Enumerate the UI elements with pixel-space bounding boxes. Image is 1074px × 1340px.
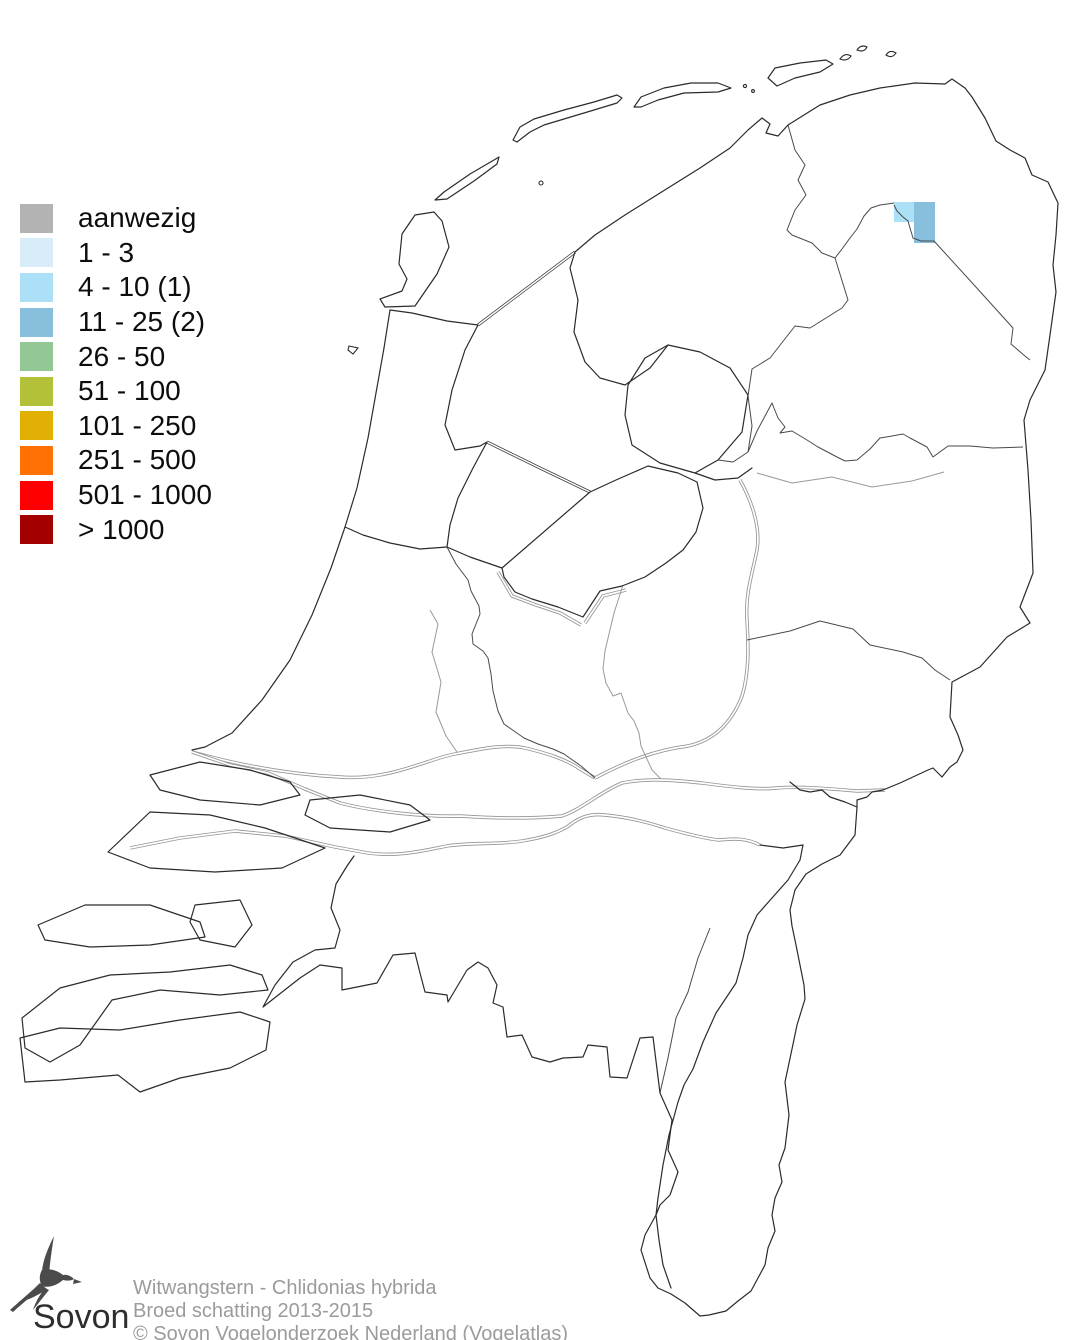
legend-item: 101 - 250 <box>20 409 212 444</box>
flevoland <box>501 465 704 618</box>
map-captions: Witwangstern - Chlidonias hybrida Broed … <box>133 1277 568 1340</box>
border-noordholland-utrecht <box>446 546 469 581</box>
border-groningen-drenthe-east <box>933 240 1031 361</box>
island-voorne-putten <box>149 761 301 806</box>
legend-label: 51 - 100 <box>78 375 181 407</box>
border-zuidholland-utrecht <box>429 609 458 753</box>
border-drenthe-overijssel <box>747 402 1024 462</box>
island-terschelling <box>512 94 623 143</box>
legend-color-swatch <box>20 272 53 302</box>
legend-item: 4 - 10 (1) <box>20 270 212 305</box>
border-utrecht-gelderland <box>467 579 596 779</box>
legend-color-swatch <box>20 203 53 233</box>
legend-label: 251 - 500 <box>78 444 197 476</box>
dikes <box>476 250 592 494</box>
island-schouwen-duiveland <box>37 904 206 948</box>
legend-item: aanwezig <box>20 201 212 236</box>
legend-item: 26 - 50 <box>20 339 212 374</box>
border-limburg-belgium-brabant <box>262 806 858 1317</box>
islet-rottum-1 <box>839 53 852 61</box>
island-tholen <box>189 899 253 948</box>
rivers <box>128 478 887 857</box>
border-friesland-drenthe <box>747 257 849 453</box>
legend-label: 501 - 1000 <box>78 479 212 511</box>
legend-item: > 1000 <box>20 512 212 547</box>
coastlines <box>191 78 1059 1317</box>
observation-square <box>914 222 935 243</box>
island-vlieland <box>434 156 500 201</box>
legend-item: 251 - 500 <box>20 443 212 478</box>
province-borders <box>429 124 1031 1094</box>
border-friesland-overijssel <box>717 451 749 463</box>
wadden-islands <box>347 45 897 355</box>
observation-square <box>914 202 935 222</box>
border-under-squares <box>893 204 934 242</box>
legend-item: 1 - 3 <box>20 236 212 271</box>
observation-square <box>894 202 914 222</box>
coast-noordholland-top <box>389 309 479 326</box>
legend-label: 4 - 10 (1) <box>78 271 192 303</box>
sovon-logo-swallow-icon <box>10 1236 82 1312</box>
island-schiermonnikoog <box>767 59 834 87</box>
legend-color-swatch <box>20 376 53 406</box>
island-texel <box>379 211 450 308</box>
border-brabant-limburg <box>659 927 711 1094</box>
hollandse-brug-link <box>446 546 503 569</box>
legend-item: 11 - 25 (2) <box>20 305 212 340</box>
legend-label: 11 - 25 (2) <box>78 306 206 338</box>
legend-label: > 1000 <box>78 513 165 545</box>
legend-color-swatch <box>20 342 53 372</box>
islet-rottum-3 <box>885 50 897 58</box>
legend-color-swatch <box>20 307 53 337</box>
border-groningen-drenthe-west <box>834 202 895 259</box>
legend-label: aanwezig <box>78 202 197 234</box>
legend-item: 501 - 1000 <box>20 478 212 513</box>
sovon-logo-text: Sovon <box>33 1298 130 1336</box>
legend-color-swatch <box>20 445 53 475</box>
legend-label: 26 - 50 <box>78 340 166 372</box>
noordoostpolder <box>624 344 749 474</box>
copyright-line: © Sovon Vogelonderzoek Nederland (Vogela… <box>133 1323 569 1340</box>
legend-color-swatch <box>20 515 53 545</box>
island-goeree-overflakkee <box>107 811 326 873</box>
survey-subtitle: Broed schatting 2013-2015 <box>133 1300 374 1322</box>
islet-rottum-2 <box>856 45 868 52</box>
coast-west <box>191 309 391 751</box>
island-hoeksche-waard <box>304 794 431 833</box>
coast-north-and-german-border <box>574 78 1059 808</box>
observation-squares <box>894 202 935 243</box>
legend-color-swatch <box>20 480 53 510</box>
river-maas-limburg <box>655 844 804 1289</box>
border-vecht-region <box>756 471 945 488</box>
islet-wad-dot <box>751 89 755 93</box>
zeeuws-vlaanderen <box>19 1011 271 1093</box>
legend-label: 101 - 250 <box>78 409 197 441</box>
coast-kampen <box>694 467 753 481</box>
legend-item: 51 - 100 <box>20 374 212 409</box>
island-noorderhaaks <box>347 345 360 355</box>
border-overijssel-gelderland <box>746 620 951 681</box>
island-ameland <box>633 82 732 108</box>
border-friesland-groningen <box>786 124 836 259</box>
legend-color-swatch <box>20 411 53 441</box>
coast-noordholland-ijsselmeer <box>344 324 488 550</box>
species-title: Witwangstern - Chlidonias hybrida <box>133 1277 437 1299</box>
islet-engelsmanplaat <box>742 83 748 89</box>
islet-griend <box>538 180 544 186</box>
coast-friesland-ijsselmeer <box>569 251 669 386</box>
border-veluwe <box>602 584 662 780</box>
legend-label: 1 - 3 <box>78 236 135 268</box>
legend: aanwezig 1 - 3 4 - 10 (1) 11 - 25 (2) 26… <box>20 201 212 547</box>
delta-islands <box>19 761 431 1093</box>
legend-color-swatch <box>20 238 53 268</box>
island-walcheren-beveland <box>21 964 269 1063</box>
